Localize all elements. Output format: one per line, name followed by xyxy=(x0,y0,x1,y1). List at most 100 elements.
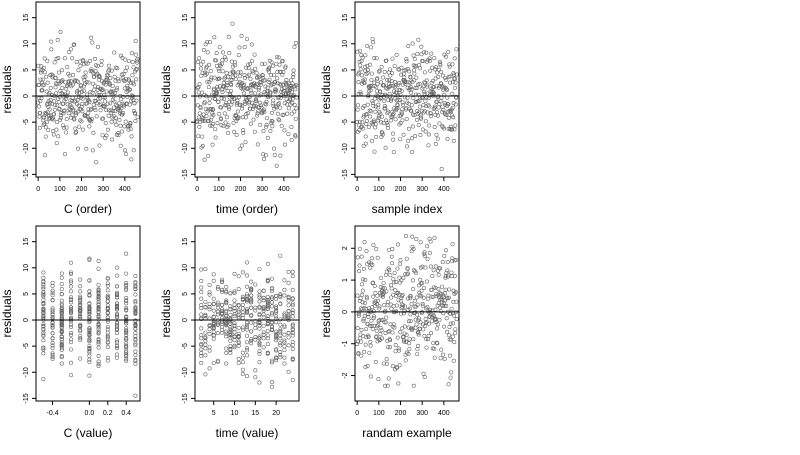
x-tick-label: 200 xyxy=(395,186,407,193)
data-point xyxy=(430,65,435,70)
data-point xyxy=(39,88,44,93)
data-point xyxy=(228,88,233,93)
data-point xyxy=(232,338,237,343)
data-point xyxy=(90,148,95,153)
data-point xyxy=(240,87,245,92)
data-point xyxy=(246,85,251,90)
data-point xyxy=(448,337,453,342)
data-point xyxy=(369,78,374,83)
data-point xyxy=(371,40,376,45)
data-point xyxy=(286,313,291,318)
data-point xyxy=(375,76,380,81)
data-point xyxy=(105,355,110,360)
data-point xyxy=(61,109,66,114)
data-point xyxy=(430,273,435,278)
data-point xyxy=(433,141,438,146)
data-point xyxy=(223,57,228,62)
data-point xyxy=(387,94,392,99)
data-point xyxy=(249,297,254,302)
data-point xyxy=(451,138,456,143)
y-tick-label: 0 xyxy=(342,94,349,98)
data-point xyxy=(410,124,415,129)
data-point xyxy=(207,96,212,101)
data-point xyxy=(290,323,295,328)
data-point xyxy=(428,111,433,116)
data-point xyxy=(110,83,115,88)
data-point xyxy=(290,326,295,331)
data-point xyxy=(384,121,389,126)
data-point xyxy=(41,347,46,352)
data-point xyxy=(413,63,418,68)
data-point xyxy=(274,61,279,66)
data-point xyxy=(103,136,108,141)
data-point xyxy=(57,106,62,111)
data-point xyxy=(42,82,47,87)
data-point xyxy=(199,290,204,295)
data-point xyxy=(232,323,237,328)
data-point xyxy=(395,106,400,111)
data-point xyxy=(124,350,129,355)
data-point xyxy=(272,146,277,151)
data-point xyxy=(409,302,414,307)
data-point xyxy=(215,305,220,310)
data-point xyxy=(257,313,262,318)
data-point xyxy=(357,263,362,268)
data-point xyxy=(432,346,437,351)
data-point xyxy=(382,69,387,74)
y-tick-label: 5 xyxy=(23,292,30,296)
data-point xyxy=(120,55,125,60)
data-point xyxy=(240,350,245,355)
data-point xyxy=(432,125,437,130)
data-point xyxy=(129,93,134,98)
data-point xyxy=(409,249,414,254)
data-point xyxy=(363,141,368,146)
data-point xyxy=(203,313,208,318)
data-point xyxy=(232,321,237,326)
data-point xyxy=(65,65,70,70)
x-tick-label: 100 xyxy=(373,186,385,193)
data-point xyxy=(105,101,110,106)
data-point xyxy=(50,93,55,98)
data-point xyxy=(224,361,229,366)
data-point xyxy=(358,63,363,68)
data-point xyxy=(289,111,294,116)
data-point xyxy=(242,45,247,50)
data-point xyxy=(108,76,113,81)
data-point xyxy=(226,123,231,128)
data-point xyxy=(363,342,368,347)
data-point xyxy=(73,112,78,117)
x-tick-label: 300 xyxy=(97,186,109,193)
data-point xyxy=(124,333,129,338)
data-point xyxy=(239,143,244,148)
data-point xyxy=(391,111,396,116)
data-point xyxy=(50,352,55,357)
data-point xyxy=(382,286,387,291)
data-points xyxy=(355,36,459,171)
data-point xyxy=(96,331,101,336)
data-point xyxy=(118,123,123,128)
data-point xyxy=(400,82,405,87)
data-point xyxy=(417,326,422,331)
data-point xyxy=(283,64,288,69)
data-point xyxy=(282,128,287,133)
x-axis-label: C (value) xyxy=(64,426,113,440)
data-point xyxy=(399,278,404,283)
data-point xyxy=(223,120,228,125)
data-point xyxy=(59,282,64,287)
data-point xyxy=(133,52,138,57)
data-point xyxy=(59,315,64,320)
data-point xyxy=(42,70,47,75)
data-point xyxy=(207,292,212,297)
data-point xyxy=(52,99,57,104)
data-point xyxy=(416,331,421,336)
data-point xyxy=(367,350,372,355)
data-point xyxy=(46,116,51,121)
data-point xyxy=(454,316,459,321)
data-point xyxy=(274,331,279,336)
data-point xyxy=(446,382,451,387)
data-point xyxy=(257,305,262,310)
data-point xyxy=(411,53,416,58)
data-point xyxy=(62,108,67,113)
y-tick-label: 1 xyxy=(342,278,349,282)
data-point xyxy=(91,130,96,135)
